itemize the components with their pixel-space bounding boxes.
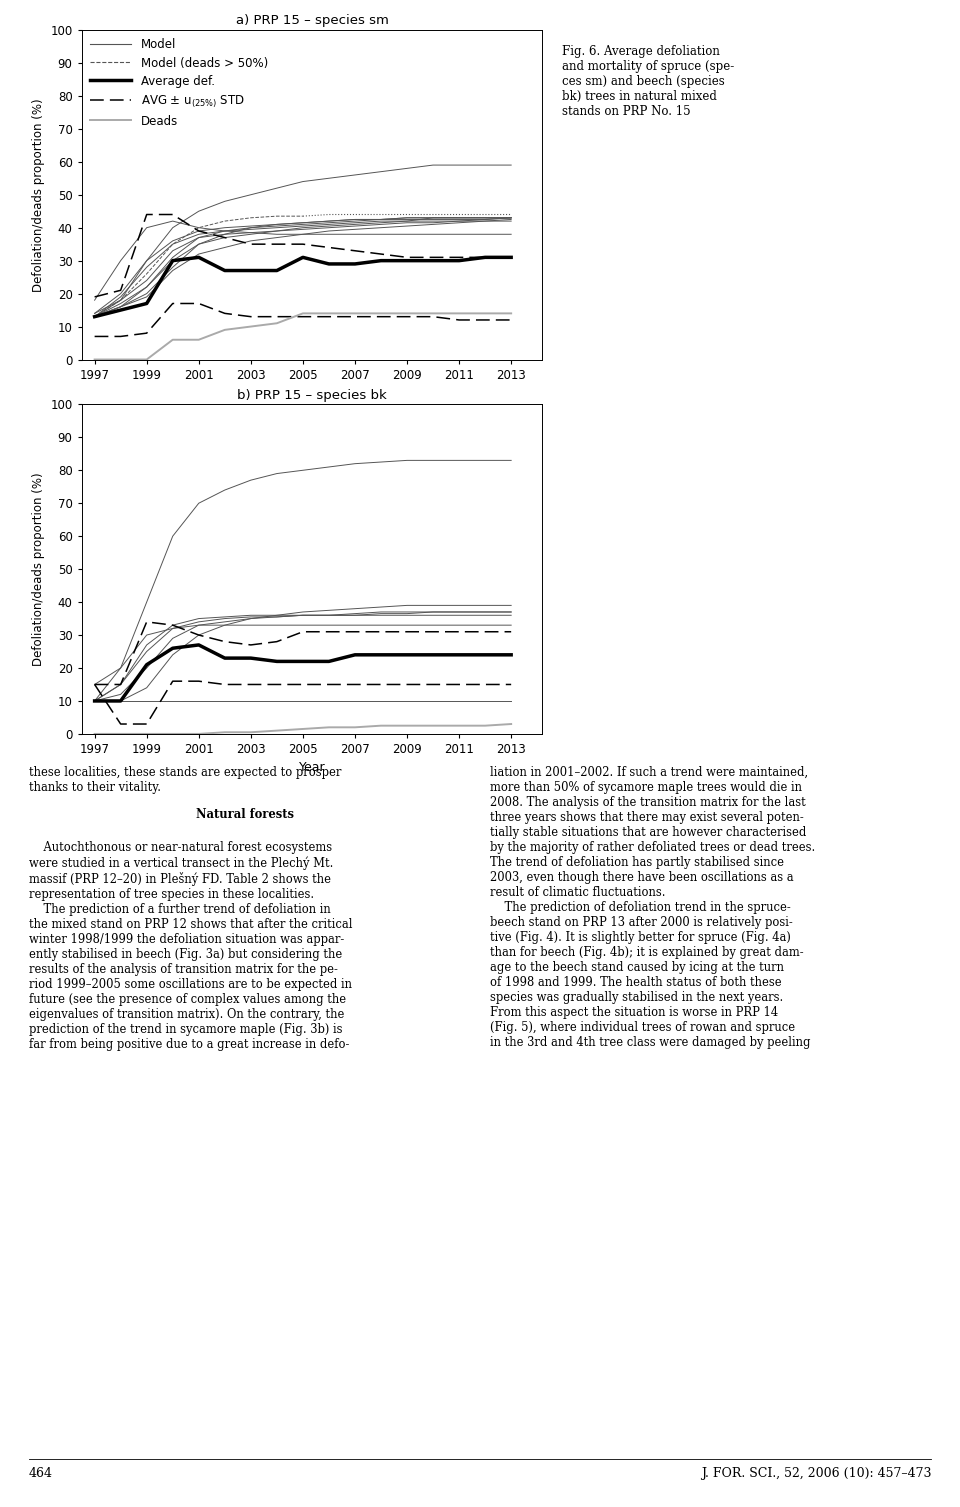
Text: 464: 464 xyxy=(29,1466,53,1480)
Text: Natural forests: Natural forests xyxy=(196,808,294,821)
Title: a) PRP 15 – species sm: a) PRP 15 – species sm xyxy=(235,15,389,27)
Text: liation in 2001–2002. If such a trend were maintained,
more than 50% of sycamore: liation in 2001–2002. If such a trend we… xyxy=(490,766,815,1049)
Text: J. FOR. SCI., 52, 2006 (10): 457–473: J. FOR. SCI., 52, 2006 (10): 457–473 xyxy=(701,1466,931,1480)
Text: Autochthonous or near-natural forest ecosystems
were studied in a vertical trans: Autochthonous or near-natural forest eco… xyxy=(29,841,352,1050)
Text: these localities, these stands are expected to prosper
thanks to their vitality.: these localities, these stands are expec… xyxy=(29,766,341,794)
Title: b) PRP 15 – species bk: b) PRP 15 – species bk xyxy=(237,389,387,402)
Y-axis label: Defoliation/deads proportion (%): Defoliation/deads proportion (%) xyxy=(32,472,45,666)
Y-axis label: Defoliation/deads proportion (%): Defoliation/deads proportion (%) xyxy=(32,98,45,291)
X-axis label: Year: Year xyxy=(299,761,325,775)
Legend: Model, Model (deads > 50%), Average def., AVG $\pm$ u$_\mathregular{(25\%)}$ STD: Model, Model (deads > 50%), Average def.… xyxy=(87,36,270,130)
Text: Fig. 6. Average defoliation
and mortality of spruce (spe-
ces sm) and beech (spe: Fig. 6. Average defoliation and mortalit… xyxy=(562,45,733,118)
